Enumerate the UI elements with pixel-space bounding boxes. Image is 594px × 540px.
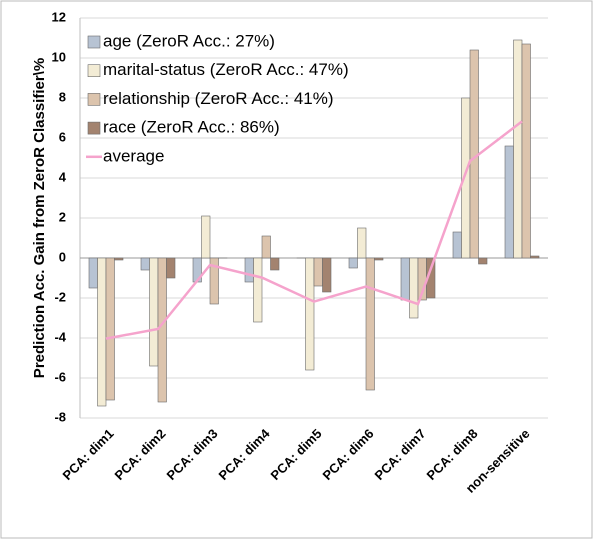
bar bbox=[149, 257, 159, 367]
y-tick-label: 4 bbox=[59, 169, 67, 184]
bar bbox=[114, 257, 124, 261]
y-axis-label: Prediction Acc. Gain from ZeroR Classifi… bbox=[31, 58, 48, 378]
bar bbox=[478, 257, 488, 265]
bar bbox=[365, 257, 375, 391]
y-tick-label: -8 bbox=[54, 409, 66, 424]
bar bbox=[374, 257, 384, 261]
bar bbox=[530, 255, 540, 259]
bar bbox=[313, 257, 323, 287]
bar bbox=[244, 257, 254, 283]
legend-swatch bbox=[87, 121, 101, 135]
y-tick-label: -6 bbox=[54, 369, 66, 384]
bar bbox=[209, 257, 219, 305]
bar bbox=[513, 39, 523, 259]
y-tick-label: -4 bbox=[54, 329, 66, 344]
legend-label: relationship (ZeroR Acc.: 41%) bbox=[103, 89, 334, 108]
bar bbox=[105, 257, 115, 401]
bar bbox=[253, 257, 263, 323]
legend-label: marital-status (ZeroR Acc.: 47%) bbox=[103, 60, 349, 79]
legend-swatch bbox=[87, 35, 101, 49]
bar bbox=[409, 257, 419, 319]
bar bbox=[157, 257, 167, 403]
y-tick-label: 12 bbox=[52, 9, 66, 24]
y-tick-label: 10 bbox=[52, 49, 66, 64]
legend-label: average bbox=[103, 146, 164, 165]
bar bbox=[201, 215, 211, 259]
bar bbox=[400, 257, 410, 301]
bar bbox=[270, 257, 280, 271]
bar bbox=[348, 257, 358, 269]
bar bbox=[261, 235, 271, 259]
legend-label: age (ZeroR Acc.: 27%) bbox=[103, 31, 275, 50]
bar bbox=[140, 257, 150, 271]
y-tick-label: 6 bbox=[59, 129, 66, 144]
y-tick-label: -2 bbox=[54, 289, 66, 304]
bar bbox=[357, 227, 367, 259]
bar bbox=[88, 257, 98, 289]
legend-label: race (ZeroR Acc.: 86%) bbox=[103, 118, 280, 137]
legend-swatch bbox=[87, 93, 101, 106]
bar bbox=[521, 43, 531, 259]
bar bbox=[97, 257, 107, 407]
bar bbox=[504, 145, 514, 259]
y-tick-label: 2 bbox=[59, 209, 66, 224]
y-tick-label: 0 bbox=[59, 249, 66, 264]
bar bbox=[305, 257, 315, 371]
legend-swatch bbox=[87, 64, 101, 77]
bar bbox=[322, 257, 332, 293]
y-tick-label: 8 bbox=[59, 89, 66, 104]
average-line bbox=[105, 120, 523, 340]
bar bbox=[166, 257, 176, 279]
bar bbox=[452, 231, 462, 259]
